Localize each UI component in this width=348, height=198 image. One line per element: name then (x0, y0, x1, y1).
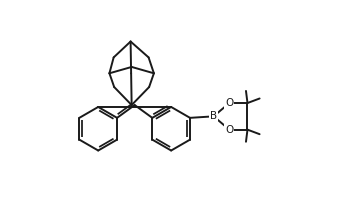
Text: O: O (225, 98, 234, 108)
Text: B: B (210, 111, 217, 121)
Text: O: O (225, 125, 234, 135)
